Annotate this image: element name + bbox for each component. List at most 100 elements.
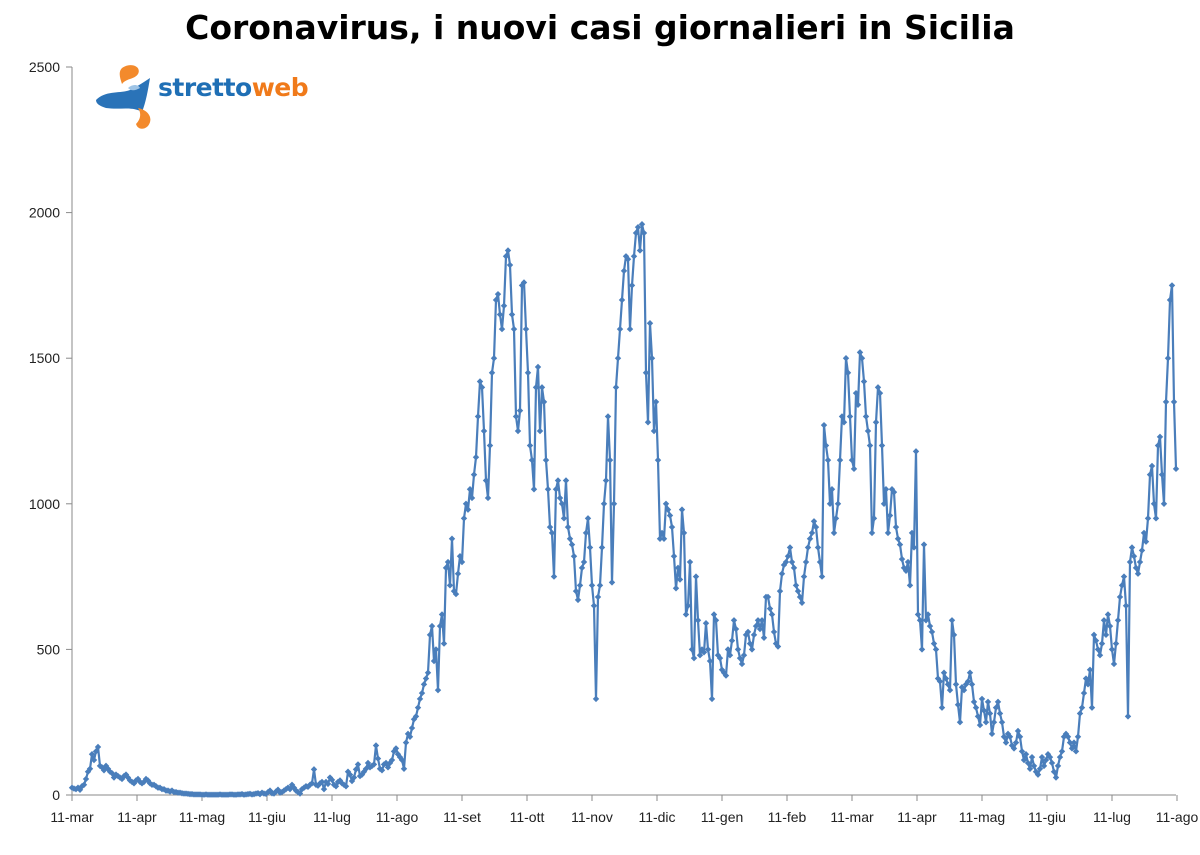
data-point	[468, 494, 476, 502]
data-point	[290, 784, 298, 791]
data-point	[1040, 762, 1048, 770]
data-point	[1002, 739, 1010, 746]
data-point	[354, 761, 362, 768]
data-point	[682, 611, 690, 618]
data-point	[660, 535, 668, 542]
data-point	[1138, 547, 1146, 554]
data-point	[610, 500, 618, 507]
data-point	[738, 660, 746, 668]
data-point	[1102, 631, 1110, 639]
data-point	[1064, 733, 1072, 740]
data-point	[854, 401, 862, 408]
data-point	[540, 398, 548, 406]
data-point	[504, 247, 512, 254]
data-point	[864, 427, 872, 435]
data-point	[810, 518, 818, 525]
data-point	[328, 776, 336, 784]
data-point	[812, 523, 820, 531]
data-point	[652, 398, 660, 406]
data-point	[1166, 296, 1174, 304]
data-point	[710, 611, 718, 618]
data-point	[636, 247, 644, 254]
data-point	[1168, 282, 1176, 289]
data-point	[456, 553, 464, 560]
logo-wordmark: strettoweb	[158, 73, 309, 102]
data-point	[704, 646, 712, 653]
data-point	[88, 751, 96, 758]
data-point	[744, 628, 752, 636]
data-point	[674, 564, 682, 572]
data-point	[628, 282, 636, 289]
data-point	[1108, 646, 1116, 653]
data-point	[886, 512, 894, 519]
data-point	[284, 784, 292, 791]
data-point	[82, 775, 90, 783]
data-point	[770, 628, 778, 636]
data-point	[536, 427, 544, 435]
data-point	[146, 780, 154, 787]
data-point	[856, 349, 864, 356]
data-point	[604, 413, 612, 420]
data-point	[348, 777, 356, 785]
data-point	[414, 704, 422, 711]
x-tick-label: 11-giu	[248, 809, 286, 825]
data-point	[684, 602, 692, 609]
data-point	[1154, 442, 1162, 449]
data-point	[552, 486, 560, 493]
data-point	[598, 544, 606, 551]
data-point	[1006, 733, 1014, 740]
data-point	[992, 704, 1000, 711]
data-point	[374, 755, 382, 762]
data-point	[554, 477, 562, 484]
data-point	[1118, 582, 1126, 589]
data-point	[998, 719, 1006, 726]
data-point	[392, 745, 400, 752]
data-point	[890, 488, 898, 496]
data-point	[836, 456, 844, 464]
data-point	[510, 325, 518, 333]
data-point	[394, 751, 402, 758]
data-point	[620, 267, 628, 275]
data-point	[624, 255, 632, 263]
data-point	[870, 515, 878, 522]
data-point	[884, 529, 892, 537]
data-point	[330, 781, 338, 789]
data-point	[838, 413, 846, 420]
data-point	[1078, 704, 1086, 711]
data-point	[342, 783, 350, 790]
data-point	[644, 419, 652, 426]
data-point	[730, 617, 738, 624]
data-point	[938, 704, 946, 711]
data-point	[1094, 646, 1102, 653]
data-point	[1024, 759, 1032, 767]
data-point	[340, 781, 348, 789]
data-point	[852, 389, 860, 397]
data-point	[324, 780, 332, 788]
x-tick-label: 11-gen	[701, 809, 744, 825]
data-point	[1156, 433, 1164, 441]
data-point	[320, 785, 328, 793]
data-point	[532, 384, 540, 391]
data-point	[882, 486, 890, 493]
x-tick-label: 11-apr	[897, 809, 937, 825]
data-point	[670, 553, 678, 560]
data-point	[80, 781, 88, 789]
data-point	[914, 611, 922, 618]
data-point	[1038, 753, 1046, 761]
data-point	[490, 355, 498, 362]
data-point	[954, 701, 962, 708]
data-point	[968, 681, 976, 688]
data-point	[774, 643, 782, 650]
data-point	[1068, 745, 1076, 752]
data-point	[760, 634, 768, 641]
data-point	[530, 486, 538, 493]
data-point	[1136, 558, 1144, 566]
data-point	[950, 631, 958, 639]
data-point	[454, 570, 462, 577]
data-point	[964, 678, 972, 685]
data-point	[412, 713, 420, 720]
data-point	[866, 442, 874, 449]
data-point	[1170, 398, 1178, 406]
data-point	[626, 325, 634, 333]
data-point	[382, 759, 390, 767]
